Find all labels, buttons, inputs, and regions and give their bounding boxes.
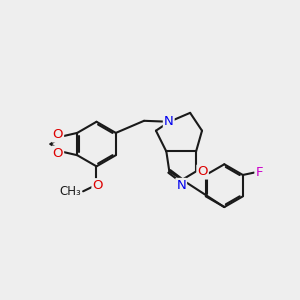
Text: CH₃: CH₃ bbox=[59, 185, 81, 198]
Text: N: N bbox=[176, 179, 186, 192]
Text: O: O bbox=[92, 179, 103, 192]
Text: N: N bbox=[164, 115, 174, 128]
Text: F: F bbox=[255, 166, 263, 179]
Text: O: O bbox=[197, 166, 208, 178]
Text: O: O bbox=[52, 147, 63, 160]
Text: O: O bbox=[52, 128, 63, 142]
